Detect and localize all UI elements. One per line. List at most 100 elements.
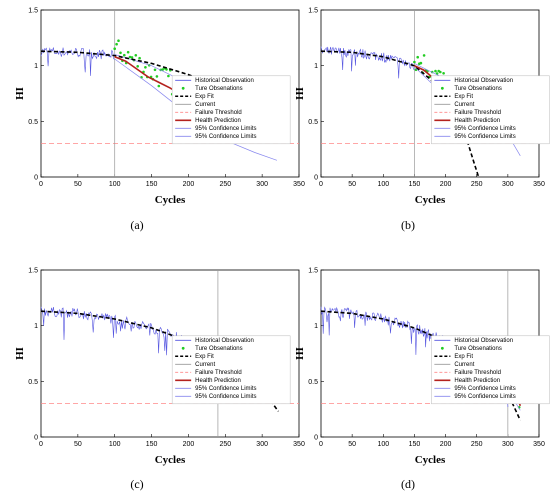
x-tick-label: 0 bbox=[319, 441, 323, 448]
legend-label-exp_fit: Exp Fit bbox=[454, 354, 473, 360]
x-tick-label: 300 bbox=[256, 441, 268, 448]
legend-label-exp_fit: Exp Fit bbox=[195, 94, 214, 100]
legend-label-conf_upper: 95% Confidence Limits bbox=[195, 386, 256, 392]
legend-label-threshold: Failure Threshold bbox=[454, 370, 501, 376]
true-observation-point bbox=[117, 39, 120, 42]
y-tick-label: 1 bbox=[34, 323, 38, 330]
true-observation-point bbox=[138, 56, 141, 60]
x-tick-label: 100 bbox=[109, 441, 121, 448]
x-tick-label: 0 bbox=[319, 181, 323, 188]
x-tick-label: 350 bbox=[293, 181, 305, 188]
legend-swatch bbox=[181, 346, 185, 350]
legend: Historical Observation Ture Obsenations Ex… bbox=[431, 335, 550, 405]
true-observation-point bbox=[130, 56, 134, 59]
legend-label-historical: Historical Observation bbox=[454, 338, 513, 344]
true-observation-point bbox=[439, 70, 442, 74]
true-observation-point bbox=[419, 61, 423, 65]
legend-label-prediction: Health Prediction bbox=[195, 378, 241, 384]
legend-label-prediction: Health Prediction bbox=[454, 118, 500, 124]
y-tick-label: 0 bbox=[314, 435, 318, 442]
true-observation-point bbox=[134, 54, 138, 57]
x-axis-label: Cycles bbox=[415, 194, 446, 206]
x-tick-label: 150 bbox=[146, 441, 158, 448]
x-tick-label: 150 bbox=[409, 181, 421, 188]
x-tick-label: 250 bbox=[219, 181, 231, 188]
true-observation-point bbox=[119, 51, 122, 55]
legend: Historical Observation Ture Obsenations Ex… bbox=[431, 75, 550, 145]
y-tick-label: 1.5 bbox=[308, 268, 318, 275]
legend-label-true_obs: Ture Obsenations bbox=[454, 86, 501, 92]
legend-label-threshold: Failure Threshold bbox=[195, 110, 242, 116]
legend-box bbox=[171, 75, 291, 145]
true-observation-point bbox=[157, 84, 161, 88]
true-observation-point bbox=[123, 53, 126, 57]
x-tick-label: 100 bbox=[377, 441, 389, 448]
legend-label-prediction: Health Prediction bbox=[195, 118, 241, 124]
y-tick-label: 0.5 bbox=[308, 379, 318, 386]
legend-label-conf_lower: 95% Confidence Limits bbox=[195, 134, 256, 140]
x-tick-label: 250 bbox=[219, 441, 231, 448]
y-tick-label: 1 bbox=[314, 63, 318, 70]
legend: Historical Observation Ture Obsenations Ex… bbox=[171, 335, 291, 405]
x-tick-label: 50 bbox=[348, 441, 356, 448]
panel-caption: (b) bbox=[401, 218, 415, 232]
legend-box bbox=[431, 335, 550, 405]
panel-3: 0 50 100 150 200 250 300 350 0 0.5 1 1.5 Cycles HI (c)… bbox=[14, 268, 305, 492]
y-tick-label: 0.5 bbox=[28, 379, 38, 386]
y-tick-label: 0.5 bbox=[308, 119, 318, 126]
historical-observation-line bbox=[40, 47, 115, 76]
true-observation-point bbox=[155, 75, 159, 78]
x-tick-label: 300 bbox=[502, 181, 514, 188]
true-observation-point bbox=[161, 68, 164, 71]
y-axis-label: HI bbox=[294, 87, 306, 100]
legend-box bbox=[431, 75, 550, 145]
legend-label-historical: Historical Observation bbox=[195, 338, 254, 344]
legend-label-prediction: Health Prediction bbox=[454, 378, 500, 384]
y-tick-label: 1.5 bbox=[308, 8, 318, 15]
x-tick-label: 300 bbox=[502, 441, 514, 448]
y-tick-label: 0.5 bbox=[28, 119, 38, 126]
legend-label-historical: Historical Observation bbox=[195, 78, 254, 84]
legend: Historical Observation Ture Obsenations Ex… bbox=[171, 75, 291, 145]
true-observation-point bbox=[128, 55, 132, 59]
legend-label-current: Current bbox=[195, 102, 215, 108]
x-axis-label: Cycles bbox=[415, 454, 446, 466]
true-observation-point bbox=[113, 47, 116, 50]
x-tick-label: 200 bbox=[183, 441, 195, 448]
x-axis-label: Cycles bbox=[155, 454, 186, 466]
panel-4: 0 50 100 150 200 250 300 350 0 0.5 1 1.5 Cycles HI (d)… bbox=[294, 268, 550, 491]
y-tick-label: 1.5 bbox=[28, 8, 38, 15]
x-tick-label: 200 bbox=[183, 181, 195, 188]
legend-label-current: Current bbox=[454, 362, 474, 368]
x-tick-label: 50 bbox=[74, 441, 82, 448]
y-tick-label: 0 bbox=[314, 175, 318, 182]
legend-label-conf_upper: 95% Confidence Limits bbox=[454, 126, 515, 132]
panel-caption: (d) bbox=[401, 477, 415, 491]
legend-label-threshold: Failure Threshold bbox=[454, 110, 501, 116]
x-tick-label: 0 bbox=[39, 441, 43, 448]
x-tick-label: 100 bbox=[377, 181, 389, 188]
legend-label-threshold: Failure Threshold bbox=[195, 370, 242, 376]
legend-label-exp_fit: Exp Fit bbox=[195, 354, 214, 360]
x-tick-label: 150 bbox=[146, 181, 158, 188]
legend-label-conf_lower: 95% Confidence Limits bbox=[195, 394, 256, 400]
legend-label-conf_lower: 95% Confidence Limits bbox=[454, 134, 515, 140]
legend-swatch bbox=[440, 346, 444, 350]
x-tick-label: 100 bbox=[109, 181, 121, 188]
x-tick-label: 50 bbox=[74, 181, 82, 188]
legend-label-conf_upper: 95% Confidence Limits bbox=[454, 386, 515, 392]
x-tick-label: 0 bbox=[39, 181, 43, 188]
y-tick-label: 1 bbox=[314, 323, 318, 330]
true-observation-point bbox=[153, 68, 157, 72]
x-axis-label: Cycles bbox=[155, 194, 186, 206]
legend-label-conf_lower: 95% Confidence Limits bbox=[454, 394, 515, 400]
legend-label-conf_upper: 95% Confidence Limits bbox=[195, 126, 256, 132]
x-tick-label: 150 bbox=[409, 441, 421, 448]
legend-box bbox=[171, 335, 291, 405]
legend-label-current: Current bbox=[195, 362, 215, 368]
panel-caption: (a) bbox=[130, 218, 143, 232]
legend-label-exp_fit: Exp Fit bbox=[454, 94, 473, 100]
true-observation-point bbox=[434, 69, 437, 73]
